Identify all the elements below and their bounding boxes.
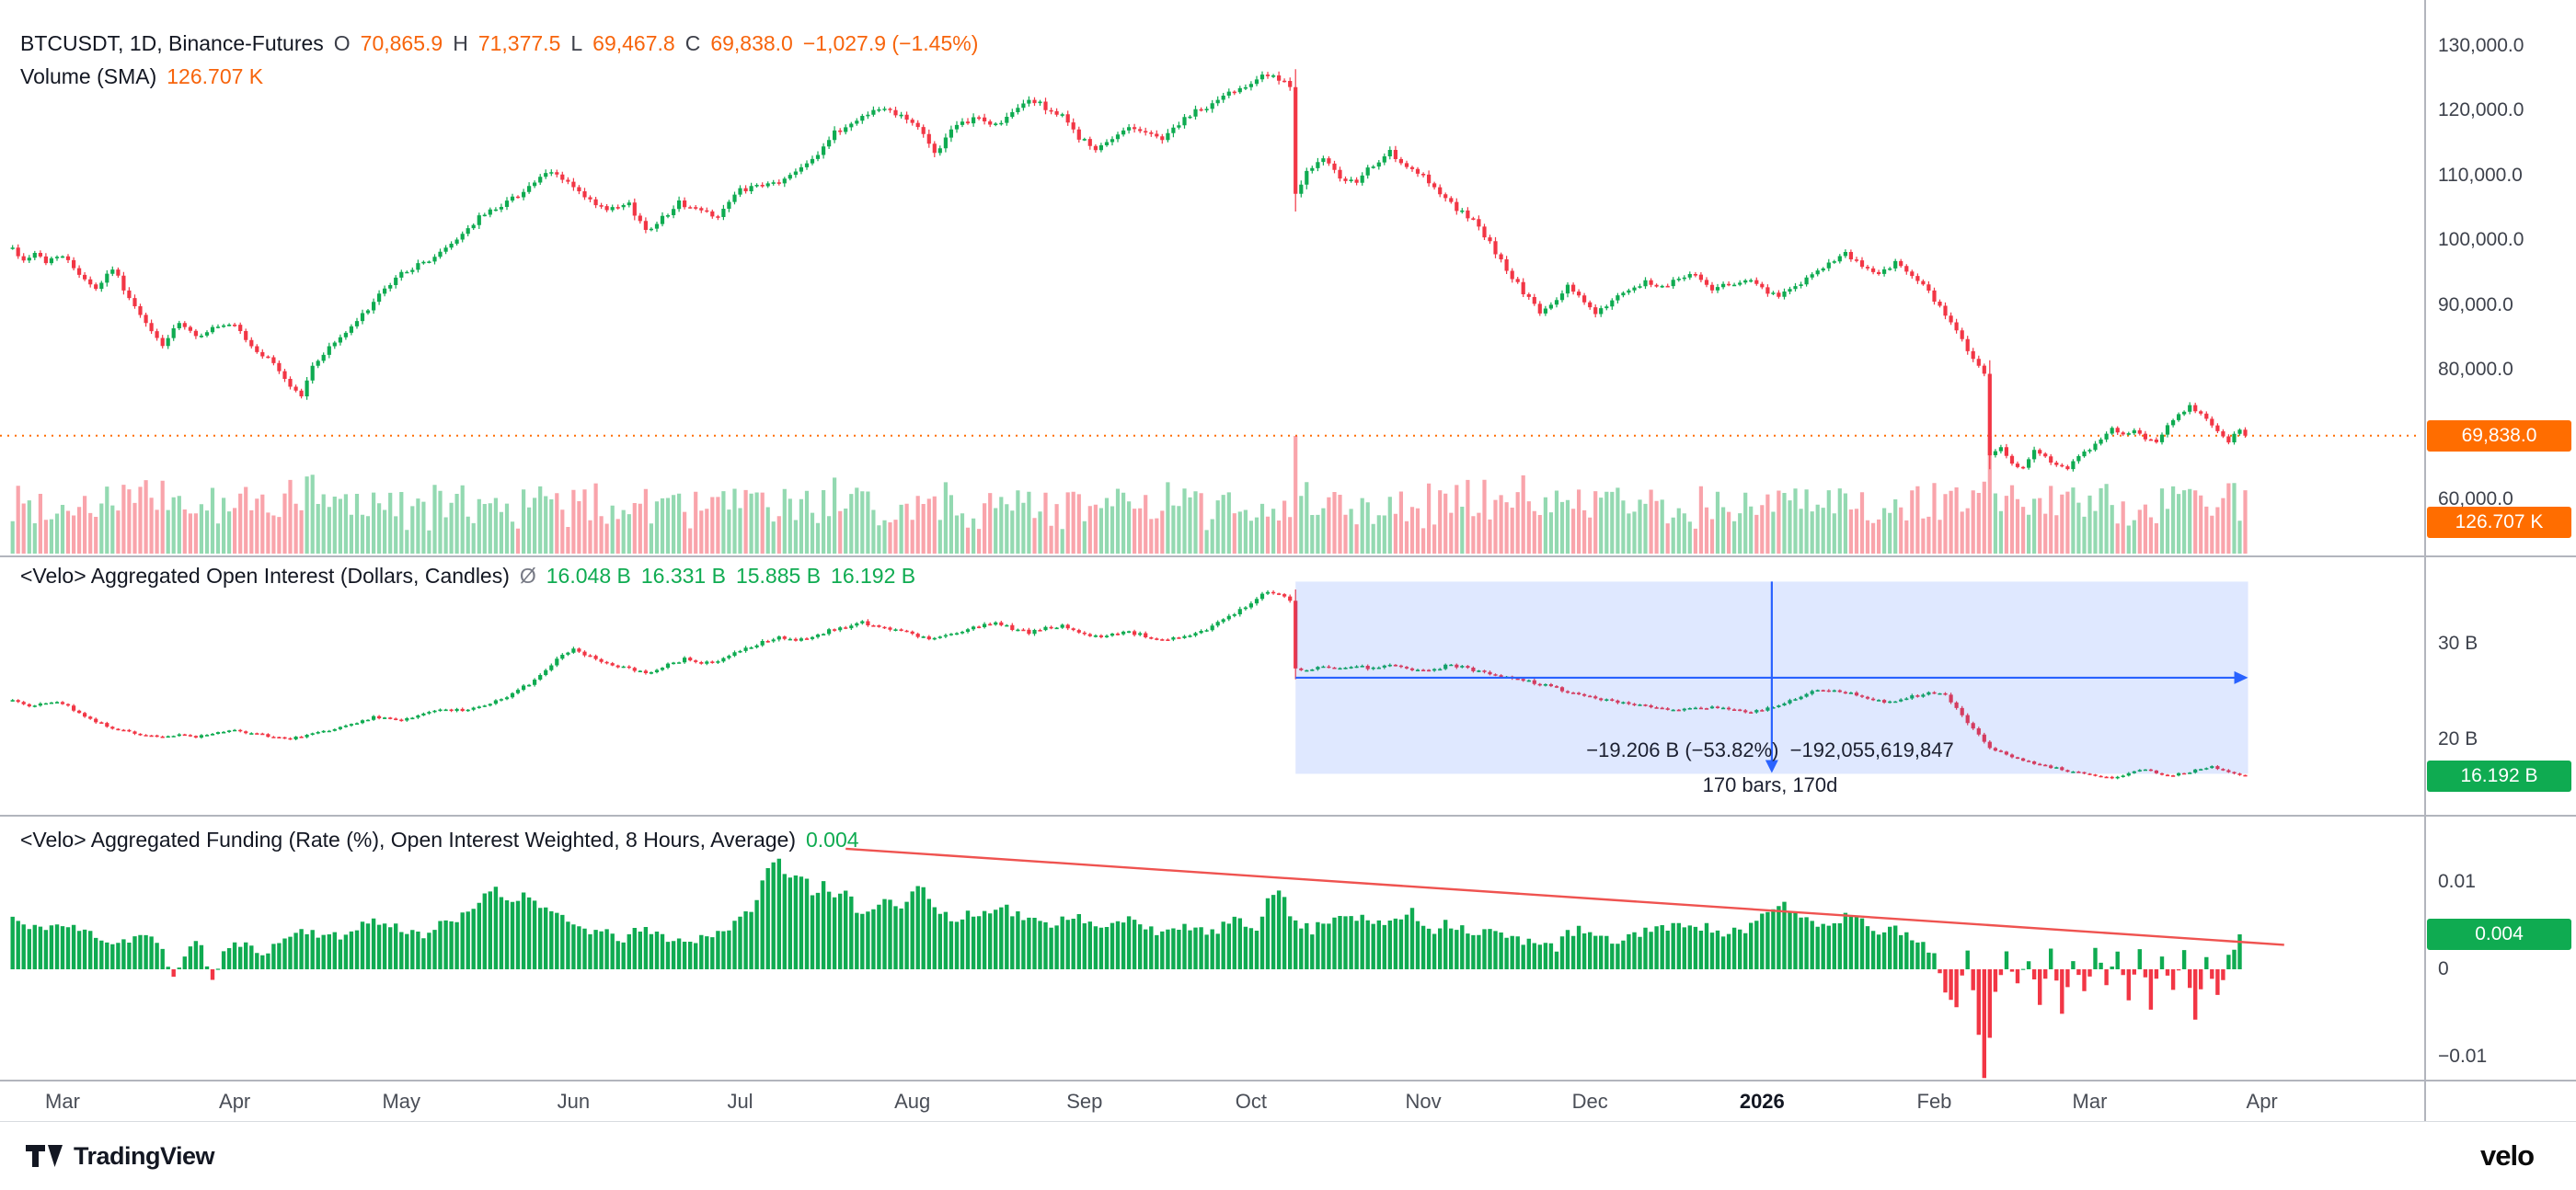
y-axis-tick-label: −0.01 — [2438, 1046, 2488, 1067]
funding-title: <Velo> Aggregated Funding (Rate (%), Ope… — [20, 828, 796, 852]
ohlc-open-value: 70,865.9 — [360, 31, 443, 55]
funding-pane: <Velo> Aggregated Funding (Rate (%), Ope… — [0, 816, 2576, 1080]
funding-value: 0.004 — [806, 828, 859, 852]
y-axis-tick-label: 80,000.0 — [2438, 359, 2513, 381]
time-axis-label: May — [382, 1090, 421, 1113]
pane-separator-1[interactable] — [0, 555, 2576, 557]
time-axis-label: Feb — [1916, 1090, 1952, 1113]
time-axis-label: Oct — [1235, 1090, 1268, 1113]
time-axis-label: Sep — [1066, 1090, 1103, 1113]
y-axis-tick-label: 110,000.0 — [2438, 164, 2523, 186]
ohlc-high-value: 71,377.5 — [477, 31, 561, 55]
y-axis-tick-label: 130,000.0 — [2438, 35, 2524, 56]
average-symbol: Ø — [519, 564, 536, 588]
pane-separator-2[interactable] — [0, 815, 2576, 817]
y-axis-tick-label: 30 B — [2438, 633, 2478, 654]
y-axis-tick-label: 0.01 — [2438, 871, 2476, 892]
ohlc-high-key: H — [453, 31, 468, 55]
y-axis-tick-label: 60,000.0 — [2438, 488, 2513, 509]
tradingview-logo-icon — [26, 1145, 63, 1167]
oi-high-value: 16.331 B — [640, 564, 726, 588]
oi-open-value: 16.048 B — [546, 564, 631, 588]
volume-legend-row[interactable]: Volume (SMA) 126.707 K — [20, 64, 263, 89]
measurement-bars-label: 170 bars, 170d — [1702, 773, 1838, 796]
funding-value-tag: 0.004 — [2427, 919, 2571, 950]
open-interest-chart-canvas[interactable] — [0, 556, 2576, 816]
measurement-tool[interactable] — [1295, 581, 2248, 774]
last-price-tag: 69,838.0 — [2427, 419, 2571, 452]
open-interest-candles — [10, 589, 2248, 780]
time-axis-label: Dec — [1571, 1090, 1608, 1113]
volume-indicator-value: 126.707 K — [167, 64, 264, 88]
funding-bars — [10, 858, 2242, 1079]
time-axis-label: Jun — [557, 1090, 591, 1113]
ohlc-close-value: 69,838.0 — [710, 31, 793, 55]
y-axis-tick-label: 100,000.0 — [2438, 229, 2524, 251]
volume-indicator-label: Volume (SMA) — [20, 64, 157, 88]
tradingview-logo[interactable]: TradingView — [26, 1141, 215, 1171]
volume-bars — [10, 436, 2248, 554]
price-legend-row[interactable]: BTCUSDT, 1D, Binance-Futures O 70,865.9 … — [20, 31, 978, 56]
open-interest-pane: <Velo> Aggregated Open Interest (Dollars… — [0, 556, 2576, 816]
y-axis-tick-label: 20 B — [2438, 728, 2478, 749]
price-axis-separator — [2424, 0, 2426, 1122]
funding-trendline[interactable] — [845, 847, 2284, 946]
time-axis-label: Apr — [2246, 1090, 2278, 1113]
price-chart-canvas[interactable] — [0, 0, 2576, 556]
time-axis[interactable]: Mar Apr May Jun Jul Aug Sep Oct Nov Dec 2026 Feb Mar… — [0, 1081, 2576, 1122]
y-axis-tick-label: 120,000.0 — [2438, 99, 2524, 121]
ohlc-low-key: L — [570, 31, 583, 55]
symbol-title: BTCUSDT, 1D, Binance-Futures — [20, 31, 324, 55]
ohlc-low-value: 69,467.8 — [592, 31, 675, 55]
price-pane: BTCUSDT, 1D, Binance-Futures O 70,865.9 … — [0, 0, 2576, 556]
funding-chart-canvas[interactable] — [0, 816, 2576, 1080]
y-axis-tick-label: 0 — [2438, 958, 2449, 979]
ohlc-change-value: −1,027.9 (−1.45%) — [802, 31, 979, 55]
open-interest-title: <Velo> Aggregated Open Interest (Dollars… — [20, 564, 510, 588]
volume-value-tag: 126.707 K — [2427, 507, 2571, 538]
time-axis-label: Mar — [45, 1090, 80, 1113]
measurement-delta-label: −19.206 B (−53.82%) −192,055,619,847 — [1586, 738, 1954, 761]
oi-close-value: 16.192 B — [831, 564, 916, 588]
footer-bar: TradingView velo — [0, 1122, 2576, 1190]
time-axis-label: Jul — [727, 1090, 753, 1113]
time-axis-label: 2026 — [1739, 1090, 1785, 1113]
velo-logo[interactable]: velo — [2479, 1139, 2535, 1172]
time-axis-label: Aug — [894, 1090, 931, 1113]
time-axis-label: Mar — [2072, 1090, 2108, 1113]
oi-low-value: 15.885 B — [735, 564, 822, 588]
ohlc-open-key: O — [333, 31, 351, 55]
y-axis-tick-label: 90,000.0 — [2438, 293, 2513, 315]
time-axis-separator — [0, 1080, 2576, 1081]
ohlc-close-key: C — [684, 31, 701, 55]
price-candles — [10, 69, 2248, 472]
chart-bottom-border — [0, 1121, 2576, 1122]
open-interest-value-tag: 16.192 B — [2427, 760, 2571, 792]
tradingview-logo-text: TradingView — [74, 1141, 215, 1170]
funding-legend-row[interactable]: <Velo> Aggregated Funding (Rate (%), Ope… — [20, 828, 859, 852]
time-axis-label: Nov — [1405, 1090, 1442, 1113]
time-axis-label: Apr — [219, 1090, 251, 1113]
open-interest-legend-row[interactable]: <Velo> Aggregated Open Interest (Dollars… — [20, 564, 915, 589]
